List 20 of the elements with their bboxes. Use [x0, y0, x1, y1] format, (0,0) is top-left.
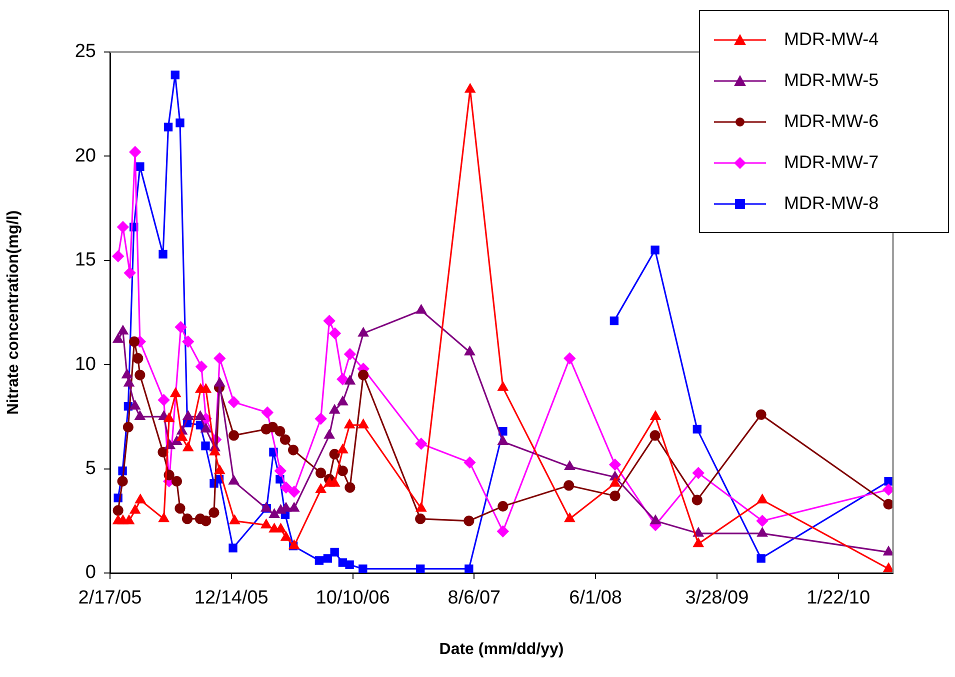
x-tick-label: 8/6/07	[448, 588, 501, 609]
x-tick-label: 12/14/05	[194, 588, 268, 609]
y-tick-label: 25	[74, 41, 96, 62]
y-tick-label: 0	[85, 562, 96, 584]
y-axis-title: Nitrate concentration(mg/l)	[5, 210, 22, 415]
legend-label: MDR-MW-4	[784, 29, 879, 50]
legend-label: MDR-MW-8	[784, 193, 879, 214]
y-tick-label: 10	[74, 354, 96, 375]
y-tick-label: 15	[74, 250, 96, 271]
x-tick-label: 2/17/05	[78, 588, 142, 609]
x-tick-label: 6/1/08	[569, 588, 622, 609]
legend-label: MDR-MW-7	[784, 152, 879, 173]
legend-label: MDR-MW-6	[784, 111, 879, 132]
y-tick-label: 5	[85, 458, 96, 480]
x-axis-title: Date (mm/dd/yy)	[439, 640, 564, 658]
x-tick-label: 3/28/09	[685, 588, 749, 609]
x-tick-label: 1/22/10	[806, 588, 870, 609]
y-tick-label: 20	[74, 145, 96, 166]
legend-label: MDR-MW-5	[784, 70, 879, 91]
x-tick-label: 10/10/06	[316, 588, 390, 609]
